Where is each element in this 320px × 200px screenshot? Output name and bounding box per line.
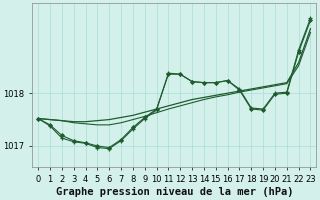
X-axis label: Graphe pression niveau de la mer (hPa): Graphe pression niveau de la mer (hPa) [56,186,293,197]
